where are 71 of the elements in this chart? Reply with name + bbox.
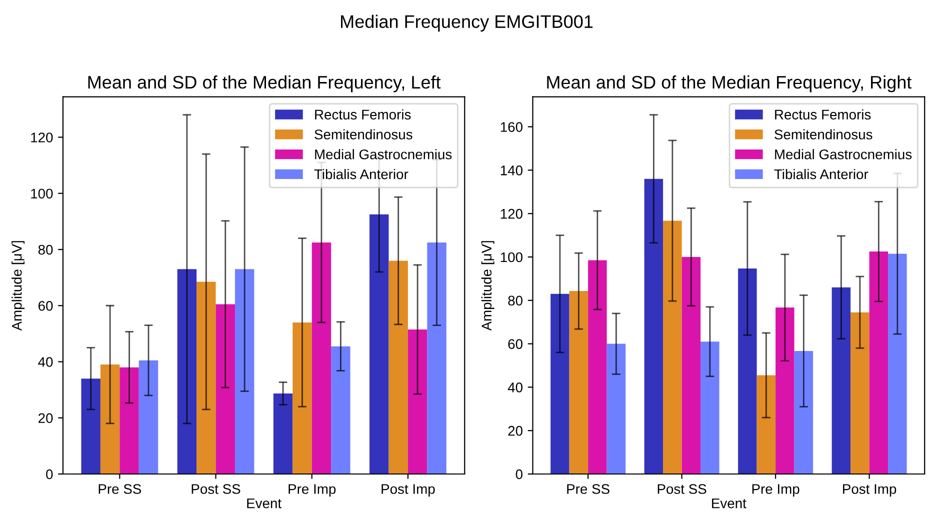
bar bbox=[888, 254, 907, 474]
y-tick-label: 140 bbox=[500, 166, 522, 176]
y-tick-label: 100 bbox=[31, 188, 53, 199]
bar bbox=[234, 269, 254, 474]
bar bbox=[644, 178, 664, 474]
bar bbox=[427, 242, 446, 474]
y-tick-label: 40 bbox=[38, 357, 53, 367]
bar bbox=[756, 375, 776, 474]
y-tick-label: 120 bbox=[31, 132, 53, 142]
bar bbox=[177, 269, 197, 474]
bar bbox=[832, 287, 851, 474]
x-axis-title: Event bbox=[712, 498, 746, 508]
bar bbox=[700, 342, 720, 474]
bar bbox=[138, 360, 158, 474]
x-tick-label: Pre Imp bbox=[288, 484, 336, 497]
bar bbox=[100, 364, 120, 474]
bar bbox=[196, 282, 216, 474]
x-tick-label: Post SS bbox=[658, 484, 706, 494]
y-tick-label: 100 bbox=[500, 252, 522, 262]
y-tick-label: 80 bbox=[508, 296, 522, 306]
text: Median Frequency EMGITB001 bbox=[341, 14, 593, 32]
y-tick-label: 60 bbox=[38, 300, 53, 311]
y-tick-label: 120 bbox=[500, 208, 522, 219]
x-tick-label: Post SS bbox=[192, 484, 240, 494]
bar bbox=[81, 378, 100, 474]
y-tick-label: 0 bbox=[516, 469, 522, 480]
x-axis-title: Event bbox=[247, 498, 282, 508]
legend-label: Tibialis Anterior bbox=[774, 168, 868, 180]
chart-title: Mean and SD of the Median Frequency, Right bbox=[547, 75, 912, 92]
x-tick-label: Pre Imp bbox=[752, 484, 800, 497]
y-tick-label: 40 bbox=[508, 382, 522, 392]
bar bbox=[120, 367, 139, 474]
bar bbox=[682, 256, 701, 474]
x-tick-label: Pre SS bbox=[567, 484, 610, 494]
y-tick-label: 0 bbox=[46, 469, 53, 480]
legend-label: Medial Gastrocnemius bbox=[775, 149, 912, 160]
bar bbox=[588, 260, 607, 474]
chart-title: Mean and SD of the Median Frequency, Left bbox=[88, 75, 441, 92]
bar bbox=[550, 294, 570, 474]
bar bbox=[869, 252, 888, 474]
bar bbox=[408, 329, 428, 474]
y-tick-label: 20 bbox=[508, 426, 522, 436]
bar bbox=[273, 393, 293, 474]
bar bbox=[312, 242, 332, 474]
legend-label: Rectus Femoris bbox=[775, 109, 871, 120]
x-tick-label: Post Imp bbox=[843, 484, 896, 497]
legend-label: Semitendinosus bbox=[774, 129, 872, 140]
bar bbox=[794, 350, 814, 474]
y-axis-title: Amplitude [μV] bbox=[481, 241, 494, 331]
bar bbox=[370, 214, 389, 474]
legend-label: Tibialis Anterior bbox=[314, 168, 408, 180]
y-tick-label: 20 bbox=[38, 413, 53, 424]
x-tick-label: Pre SS bbox=[98, 484, 142, 494]
bar bbox=[569, 291, 588, 474]
y-tick-label: 160 bbox=[500, 122, 522, 132]
legend-label: Semitendinosus bbox=[314, 129, 412, 140]
bar bbox=[388, 260, 408, 474]
bar bbox=[663, 220, 682, 474]
bar bbox=[606, 344, 626, 474]
legend-label: Rectus Femoris bbox=[315, 109, 411, 120]
bar bbox=[216, 304, 235, 474]
bar bbox=[738, 268, 757, 474]
y-tick-label: 60 bbox=[508, 339, 522, 349]
bar bbox=[331, 346, 350, 474]
y-axis-title: Amplitude [μV] bbox=[12, 241, 25, 331]
legend-label: Medial Gastrocnemius bbox=[315, 149, 452, 160]
bar bbox=[850, 312, 870, 474]
y-tick-label: 80 bbox=[38, 244, 53, 255]
bar bbox=[292, 322, 312, 474]
bar bbox=[776, 308, 794, 474]
x-tick-label: Post Imp bbox=[382, 484, 435, 497]
